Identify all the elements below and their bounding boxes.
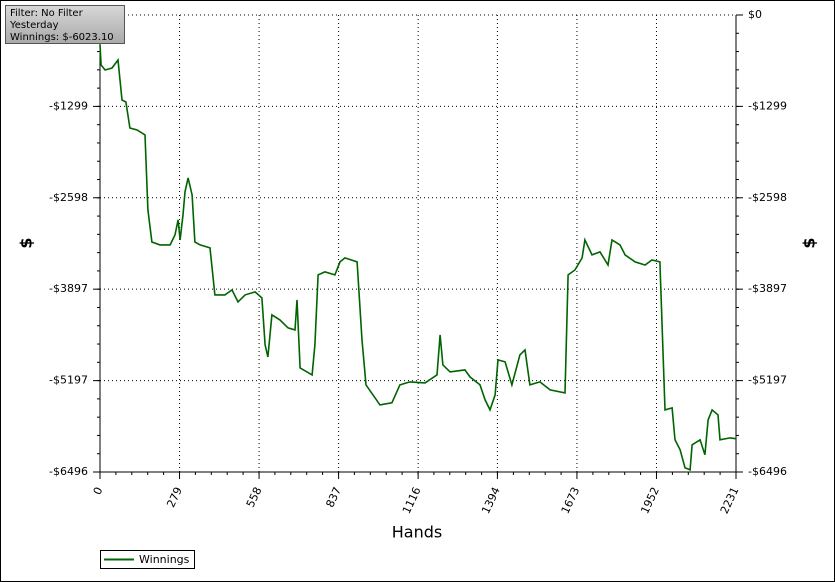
y2-tick-label: -$5197: [748, 374, 787, 387]
info-text: Yesterday: [9, 20, 59, 31]
y-tick-label: -$1299: [49, 99, 88, 112]
y-tick-label: -$6496: [49, 465, 88, 478]
y2-tick-label: -$3897: [748, 282, 787, 295]
y2-tick-label: -$6496: [748, 465, 787, 478]
info-text: Winnings: $-6023.10: [10, 32, 114, 43]
legend-box: [100, 550, 195, 569]
y2-axis-label: $: [800, 237, 819, 248]
y2-tick-label: -$1299: [748, 99, 787, 112]
legend-label: Winnings: [139, 553, 190, 566]
x-axis-label: Hands: [392, 523, 442, 542]
series-line: [99, 44, 737, 472]
y-tick-label: -$5197: [49, 374, 88, 387]
info-box-bg: [5, 5, 125, 44]
x-tick-label: 0: [91, 485, 106, 497]
y2-tick-label: -$2598: [748, 191, 787, 204]
info-text: Filter: No Filter: [10, 8, 84, 19]
y-tick-label: -$3897: [49, 282, 88, 295]
y-axis-label: $: [17, 237, 36, 248]
legend: Winnings: [100, 550, 195, 569]
y2-tick-label: $0: [748, 8, 762, 21]
y-tick-label: -$2598: [49, 191, 88, 204]
